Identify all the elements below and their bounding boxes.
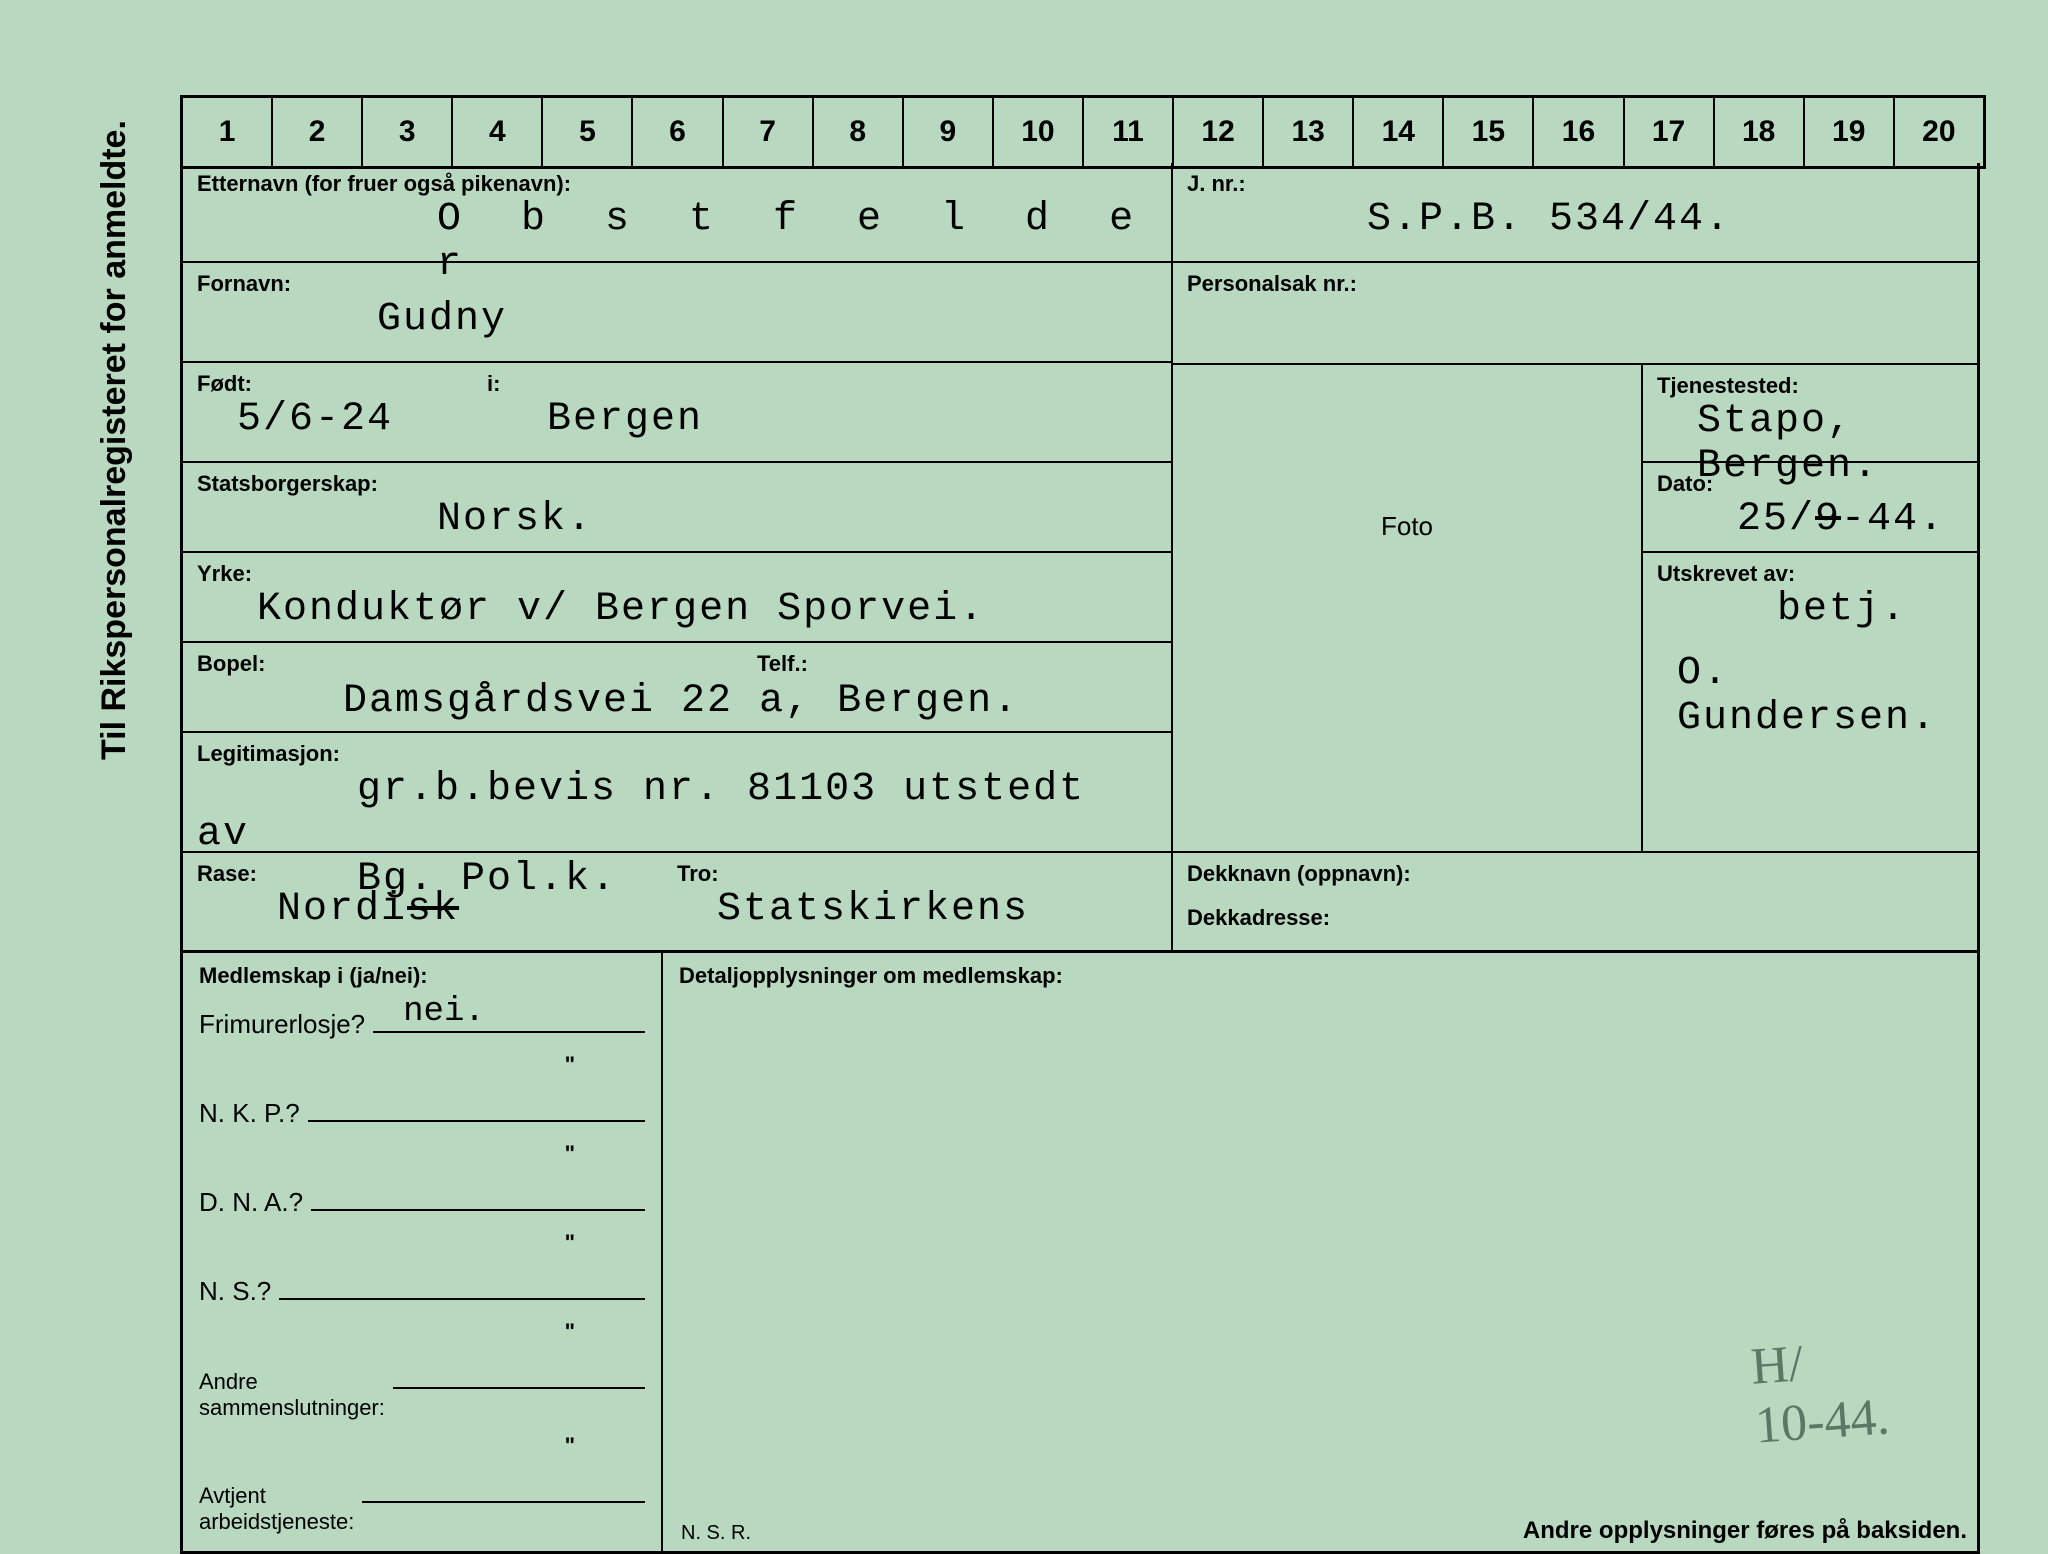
label-andre-samm: Andre sammenslutninger:	[199, 1369, 385, 1421]
footnote: Andre opplysninger føres på baksiden.	[1523, 1517, 1967, 1545]
ruler-cell: 5	[543, 98, 633, 166]
value-fodt: 5/6-24	[197, 397, 487, 442]
ruler-cell: 10	[994, 98, 1084, 166]
membership-area: Medlemskap i (ja/nei): Frimurerlosje? ne…	[180, 953, 1980, 1554]
label-i: i:	[487, 371, 1157, 397]
label-yrke: Yrke:	[197, 561, 1157, 587]
registration-card: Til Rikspersonalregisteret for anmeldte.…	[60, 40, 1980, 1400]
value-legitimasjon1: gr.b.bevis nr. 81103 utstedt av	[197, 767, 1085, 857]
value-rase: Nordisk	[197, 887, 677, 932]
ruler-cell: 11	[1084, 98, 1174, 166]
label-avtjent: Avtjent arbeidstjeneste:	[199, 1483, 354, 1535]
ruler-cell: 8	[814, 98, 904, 166]
value-i: Bergen	[487, 397, 1157, 442]
label-nkp: N. K. P.?	[199, 1098, 300, 1129]
ruler-cell: 19	[1805, 98, 1895, 166]
label-etternavn: Etternavn (for fruer også pikenavn):	[197, 171, 1157, 197]
ruler-cell: 4	[453, 98, 543, 166]
vertical-title: Til Rikspersonalregisteret for anmeldte.	[95, 120, 134, 760]
label-dato: Dato:	[1657, 471, 1963, 497]
label-tro: Tro:	[677, 861, 1157, 887]
label-statsborgerskap: Statsborgerskap:	[197, 471, 1157, 497]
label-fornavn: Fornavn:	[197, 271, 1157, 297]
label-jnr: J. nr.:	[1187, 171, 1963, 197]
label-dna: D. N. A.?	[199, 1187, 303, 1218]
rase-pre: Nordi	[277, 887, 407, 932]
value-statsborgerskap: Norsk.	[197, 497, 1157, 542]
value-bopel: Damsgårdsvei 22 a, Bergen.	[283, 679, 1019, 724]
ditto-mark: "	[199, 1141, 645, 1167]
label-rase: Rase:	[197, 861, 677, 887]
ruler-cell: 9	[904, 98, 994, 166]
ruler-cell: 3	[363, 98, 453, 166]
ditto-mark: "	[199, 1433, 645, 1459]
ruler-cell: 13	[1264, 98, 1354, 166]
label-personalsak: Personalsak nr.:	[1187, 271, 1963, 297]
label-telf: Telf.:	[757, 651, 1157, 677]
label-bopel: Bopel:	[197, 651, 757, 677]
foto-placeholder: Foto	[1187, 471, 1627, 542]
value-frimurerlosje: nei.	[403, 993, 485, 1031]
label-ns: N. S.?	[199, 1276, 271, 1307]
ruler-cell: 14	[1354, 98, 1444, 166]
label-dekkadresse: Dekkadresse:	[1187, 905, 1963, 931]
ditto-mark: "	[199, 1052, 645, 1078]
ruler-cell: 1	[183, 98, 273, 166]
dato-strike: 9	[1815, 497, 1841, 542]
label-tjenestested: Tjenestested:	[1657, 373, 1963, 399]
ruler-cell: 7	[724, 98, 814, 166]
value-yrke: Konduktør v/ Bergen Sporvei.	[197, 587, 1157, 632]
label-frimurerlosje: Frimurerlosje?	[199, 1009, 365, 1040]
form-body: Etternavn (for fruer også pikenavn): O b…	[180, 163, 1980, 1554]
value-dato: 25/9-44.	[1657, 497, 1963, 542]
handwritten-note: H/ 10-44.	[1749, 1328, 1891, 1455]
ditto-mark: "	[199, 1319, 645, 1345]
label-fodt: Født:	[197, 371, 487, 397]
value-tro: Statskirkens	[677, 887, 1157, 932]
dato-pre: 25/	[1737, 497, 1815, 542]
label-dekknavn: Dekknavn (oppnavn):	[1187, 861, 1963, 887]
value-fornavn: Gudny	[197, 297, 1157, 342]
ruler-cell: 6	[633, 98, 723, 166]
label-utskrevet: Utskrevet av:	[1657, 561, 1963, 587]
ruler-cell: 20	[1895, 98, 1983, 166]
membership-left: Medlemskap i (ja/nei): Frimurerlosje? ne…	[183, 953, 663, 1551]
ruler-cell: 17	[1625, 98, 1715, 166]
ruler-cell: 12	[1174, 98, 1264, 166]
ruler-cell: 2	[273, 98, 363, 166]
dato-post: -44.	[1841, 497, 1945, 542]
label-detaljopplysninger: Detaljopplysninger om medlemskap:	[679, 963, 1961, 989]
value-jnr: S.P.B. 534/44.	[1187, 197, 1963, 242]
rase-strike: sk	[407, 887, 459, 932]
ditto-mark: "	[199, 1230, 645, 1256]
number-ruler: 1 2 3 4 5 6 7 8 9 10 11 12 13 14 15 16 1…	[180, 95, 1986, 169]
ruler-cell: 15	[1444, 98, 1534, 166]
value-utskrevet2: O. Gundersen.	[1657, 651, 1963, 741]
nsr-mark: N. S. R.	[681, 1522, 751, 1545]
value-utskrevet1: betj.	[1657, 587, 1963, 632]
label-legitimasjon: Legitimasjon:	[197, 741, 1157, 767]
ruler-cell: 18	[1715, 98, 1805, 166]
membership-right: Detaljopplysninger om medlemskap: N. S. …	[663, 953, 1977, 1551]
ruler-cell: 16	[1534, 98, 1624, 166]
label-medlemskap: Medlemskap i (ja/nei):	[199, 963, 645, 989]
